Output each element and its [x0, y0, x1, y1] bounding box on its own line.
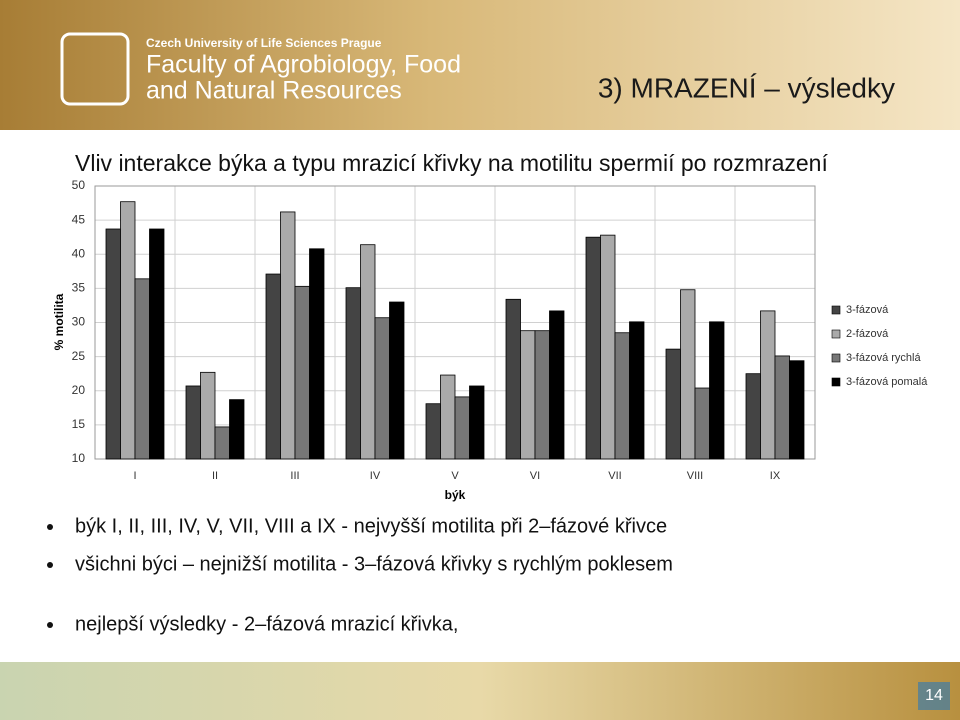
y-tick-label: 20 — [72, 383, 86, 397]
bar — [425, 403, 441, 460]
bar — [374, 317, 390, 460]
legend-swatch — [831, 329, 841, 339]
y-tick-label: 50 — [72, 178, 86, 192]
legend-swatch — [831, 377, 841, 387]
y-axis-label: % motilita — [52, 293, 66, 350]
footer-band — [0, 662, 960, 720]
x-axis-label: býk — [445, 488, 466, 502]
y-tick-label: 15 — [72, 417, 86, 431]
legend-swatch — [831, 353, 841, 363]
legend-label: 3-fázová rychlá — [846, 352, 921, 364]
bar — [745, 373, 761, 460]
bar — [505, 298, 521, 460]
x-tick-label: V — [451, 470, 459, 482]
legend-swatch — [831, 305, 841, 315]
bar — [789, 360, 805, 460]
bar — [200, 371, 216, 460]
x-tick-label: VII — [608, 470, 621, 482]
bar — [534, 330, 550, 460]
faculty: Faculty of Agrobiology, Food — [146, 51, 461, 79]
bullet-text: všichni býci – nejnižší motilita - 3–fáz… — [75, 553, 673, 575]
bar — [214, 426, 230, 460]
bar — [680, 289, 696, 460]
header-band — [0, 0, 960, 130]
bar — [585, 236, 601, 460]
bar — [440, 374, 456, 460]
bar — [105, 228, 121, 460]
bar — [120, 201, 136, 460]
bar — [694, 387, 710, 460]
x-tick-label: VIII — [687, 470, 704, 482]
bar — [469, 385, 485, 460]
bar — [629, 321, 645, 460]
y-tick-label: 25 — [72, 349, 86, 363]
university: Czech University of Life Sciences Prague — [146, 36, 382, 50]
bar — [134, 278, 150, 460]
bar — [265, 273, 281, 460]
chart-title: Vliv interakce býka a typu mrazicí křivk… — [75, 150, 828, 176]
bar — [294, 285, 310, 460]
logo — [60, 32, 130, 106]
y-tick-label: 10 — [72, 451, 86, 465]
page-number: 14 — [925, 687, 943, 704]
x-tick-label: III — [290, 470, 299, 482]
bullet-dot — [47, 524, 53, 530]
x-tick-label: VI — [530, 470, 540, 482]
bar — [309, 248, 325, 460]
bar — [454, 396, 470, 460]
slide-title: 3) MRAZENÍ – výsledky — [598, 72, 895, 103]
legend-label: 3-fázová — [846, 304, 889, 316]
bullet-text: býk I, II, III, IV, V, VII, VIII a IX - … — [75, 515, 667, 537]
bar — [389, 301, 405, 460]
bar — [280, 211, 296, 460]
y-tick-label: 40 — [72, 246, 86, 260]
bar — [345, 287, 361, 460]
y-tick-label: 30 — [72, 315, 86, 329]
legend-label: 3-fázová pomalá — [846, 376, 928, 388]
bar — [774, 355, 790, 460]
x-tick-label: II — [212, 470, 218, 482]
y-tick-label: 35 — [72, 281, 86, 295]
bar — [185, 385, 201, 460]
page-box — [918, 682, 950, 710]
bar — [665, 348, 681, 460]
bullet-text: nejlepší výsledky - 2–fázová mrazicí kři… — [75, 613, 458, 635]
faculty: and Natural Resources — [146, 77, 402, 105]
x-tick-label: I — [133, 470, 136, 482]
bar — [360, 244, 376, 460]
bar — [229, 399, 245, 460]
bar — [760, 310, 776, 460]
y-tick-label: 45 — [72, 212, 86, 226]
x-tick-label: IV — [370, 470, 381, 482]
bar — [549, 310, 565, 460]
bar — [149, 228, 165, 460]
bar — [614, 332, 630, 460]
x-tick-label: IX — [770, 470, 781, 482]
legend-label: 2-fázová — [846, 328, 889, 340]
bar — [600, 234, 616, 460]
bullet-dot — [47, 562, 53, 568]
bar — [709, 321, 725, 460]
bar — [520, 330, 536, 460]
bullet-dot — [47, 622, 53, 628]
